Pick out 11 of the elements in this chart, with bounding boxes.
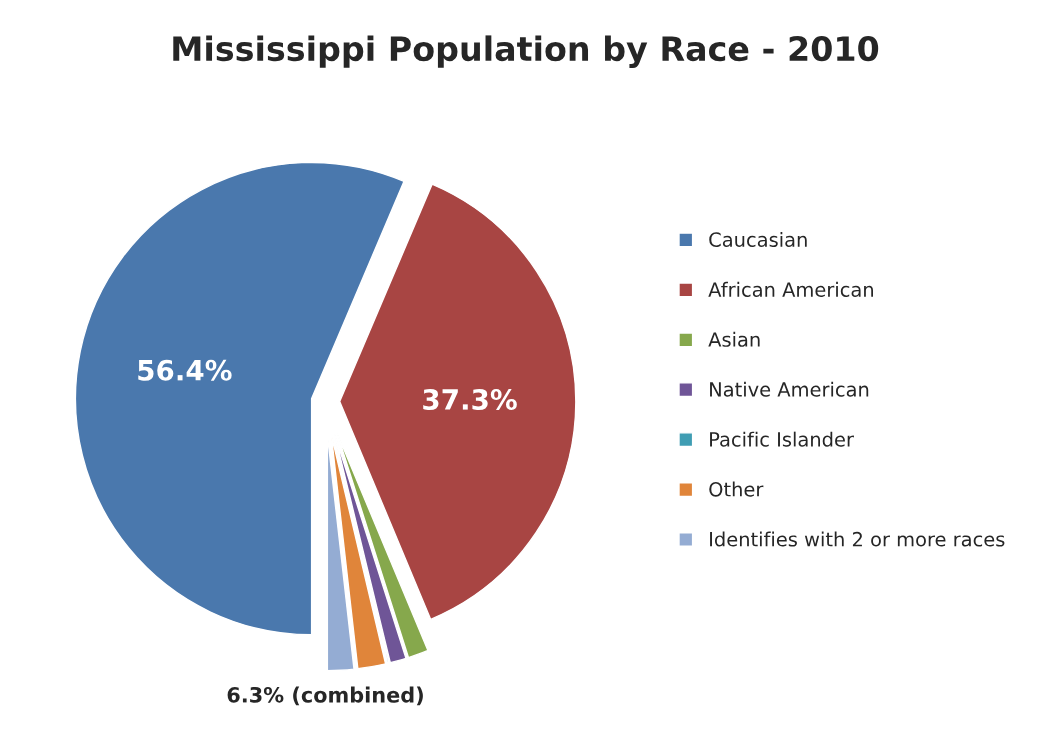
data-label: 37.3%	[423, 388, 517, 410]
legend-label: Pacific Islander	[710, 431, 854, 447]
text: 6.3% (combined)	[227, 686, 423, 706]
chart-title: Mississippi Population by Race - 2010	[173, 35, 879, 68]
legend-label: Other	[709, 481, 764, 497]
legend-label: Identifies with 2 or more races	[710, 531, 1005, 547]
legend-label: Native American	[710, 381, 869, 397]
legend-label: African American	[708, 281, 873, 297]
legend-label: Asian	[708, 331, 760, 347]
data-label: 56.4%	[138, 359, 232, 381]
legend-label: Caucasian	[709, 231, 807, 247]
